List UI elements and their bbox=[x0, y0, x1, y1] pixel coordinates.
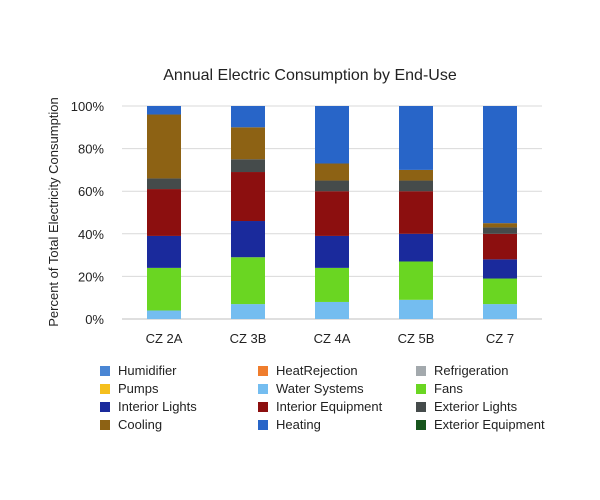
legend-swatch bbox=[416, 402, 426, 412]
bar-segment bbox=[483, 304, 517, 319]
y-tick-label: 60% bbox=[78, 184, 104, 199]
legend-label: Interior Equipment bbox=[276, 399, 383, 414]
bar-segment bbox=[231, 159, 265, 173]
legend-swatch bbox=[416, 420, 426, 430]
bar-segment bbox=[315, 163, 349, 181]
bars bbox=[147, 106, 517, 319]
bar-segment bbox=[315, 267, 349, 302]
y-tick-labels: 0% 20% 40% 60% 80% 100% bbox=[71, 99, 105, 327]
x-tick-label: CZ 7 bbox=[486, 331, 514, 346]
chart-title: Annual Electric Consumption by End-Use bbox=[163, 67, 457, 84]
bar-segment bbox=[483, 259, 517, 279]
y-tick-label: 40% bbox=[78, 227, 104, 242]
y-axis-label: Percent of Total Electricity Consumption bbox=[46, 97, 61, 327]
bar-segment bbox=[399, 191, 433, 234]
legend-swatch bbox=[100, 402, 110, 412]
bar-segment bbox=[399, 106, 433, 170]
bar-segment bbox=[231, 304, 265, 319]
legend-swatch bbox=[100, 366, 110, 376]
legend-swatch bbox=[100, 420, 110, 430]
bar-segment bbox=[231, 106, 265, 128]
bar-segment bbox=[483, 106, 517, 224]
bar-segment bbox=[483, 223, 517, 228]
bar-segment bbox=[315, 180, 349, 192]
bar-segment bbox=[399, 261, 433, 300]
bar-segment bbox=[147, 235, 181, 268]
bar-segment bbox=[231, 127, 265, 160]
x-tick-label: CZ 5B bbox=[398, 331, 435, 346]
legend-label: Fans bbox=[434, 381, 463, 396]
bar-segment bbox=[315, 191, 349, 236]
legend-label: Exterior Equipment bbox=[434, 417, 545, 432]
bar-segment bbox=[231, 257, 265, 305]
y-tick-label: 20% bbox=[78, 269, 104, 284]
legend-swatch bbox=[100, 384, 110, 394]
bar-segment bbox=[231, 172, 265, 222]
bar-segment bbox=[147, 178, 181, 190]
bar-segment bbox=[399, 233, 433, 262]
legend-swatch bbox=[258, 420, 268, 430]
legend-label: Heating bbox=[276, 417, 321, 432]
bar-segment bbox=[483, 227, 517, 234]
bar-segment bbox=[315, 235, 349, 268]
legend-label: Exterior Lights bbox=[434, 399, 518, 414]
legend-label: Pumps bbox=[118, 381, 159, 396]
y-tick-label: 0% bbox=[85, 312, 104, 327]
bar-segment bbox=[315, 301, 349, 319]
bar-segment bbox=[147, 189, 181, 236]
legend-label: Refrigeration bbox=[434, 363, 508, 378]
legend-label: Humidifier bbox=[118, 363, 177, 378]
bar-segment bbox=[399, 180, 433, 192]
legend-swatch bbox=[416, 366, 426, 376]
bar-segment bbox=[147, 267, 181, 311]
bar-segment bbox=[147, 310, 181, 319]
bar-segment bbox=[399, 299, 433, 319]
legend-label: Water Systems bbox=[276, 381, 364, 396]
legend-swatch bbox=[258, 402, 268, 412]
bar-segment bbox=[483, 233, 517, 260]
x-tick-labels: CZ 2A CZ 3B CZ 4A CZ 5B CZ 7 bbox=[146, 331, 515, 346]
x-tick-label: CZ 4A bbox=[314, 331, 351, 346]
bar-segment bbox=[147, 114, 181, 179]
y-tick-label: 100% bbox=[71, 99, 105, 114]
y-tick-label: 80% bbox=[78, 142, 104, 157]
legend-label: HeatRejection bbox=[276, 363, 358, 378]
x-tick-label: CZ 3B bbox=[230, 331, 267, 346]
x-tick-label: CZ 2A bbox=[146, 331, 183, 346]
bar-segment bbox=[399, 169, 433, 181]
bar-segment bbox=[231, 221, 265, 258]
legend-label: Interior Lights bbox=[118, 399, 197, 414]
bar-segment bbox=[315, 106, 349, 164]
legend: Humidifier HeatRejection Refrigeration Pump… bbox=[100, 363, 545, 432]
bar-segment bbox=[483, 278, 517, 305]
legend-label: Cooling bbox=[118, 417, 162, 432]
bar-segment bbox=[147, 106, 181, 115]
legend-swatch bbox=[258, 366, 268, 376]
legend-swatch bbox=[416, 384, 426, 394]
legend-swatch bbox=[258, 384, 268, 394]
